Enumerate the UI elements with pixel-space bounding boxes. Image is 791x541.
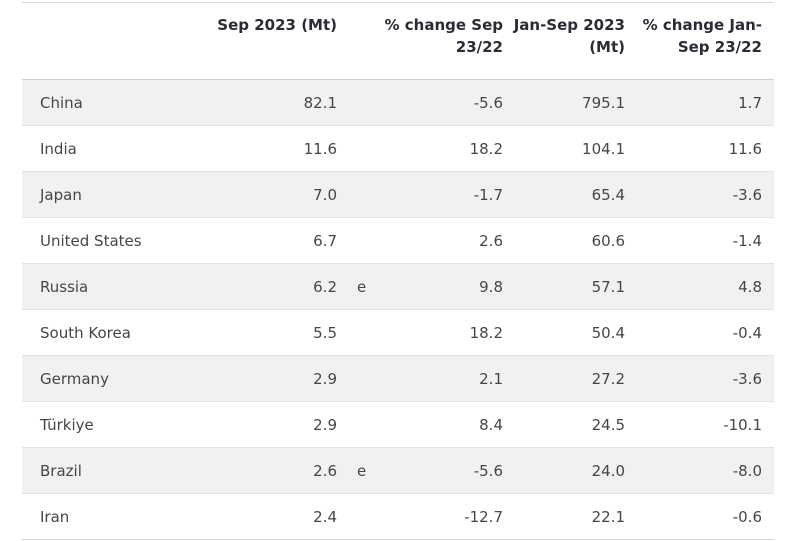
header-jan-sep-2023-mt: Jan-Sep 2023 (Mt) [503,2,625,80]
header-estimate-flag [337,2,373,80]
country-cell: Iran [40,507,70,526]
sep-2023-value-cell: 11.6 [303,139,337,158]
pct-change-jan-sep-cell: 4.8 [738,277,762,296]
pct-change-jan-sep-cell: -8.0 [732,461,762,480]
jan-sep-value-cell: 24.5 [591,415,625,434]
sep-2023-value-cell: 7.0 [313,185,337,204]
sep-2023-value-cell: 6.7 [313,231,337,250]
estimate-flag-cell [337,126,373,172]
pct-change-sep-cell: -1.7 [473,185,503,204]
pct-change-sep-cell: 2.6 [479,231,503,250]
pct-change-sep-cell: -5.6 [473,93,503,112]
table-row: Japan 7.0 -1.7 65.4 -3.6 [22,171,774,218]
country-cell: Japan [40,185,82,204]
sep-2023-value-cell: 82.1 [303,93,337,112]
table-row: Türkiye 2.9 8.4 24.5 -10.1 [22,401,774,448]
sep-2023-value-cell: 2.6 [313,461,337,480]
table-row: Brazil 2.6 e -5.6 24.0 -8.0 [22,447,774,494]
pct-change-jan-sep-cell: 1.7 [738,93,762,112]
jan-sep-value-cell: 50.4 [591,323,625,342]
pct-change-jan-sep-cell: -1.4 [732,231,762,250]
pct-change-jan-sep-cell: -0.4 [732,323,762,342]
pct-change-jan-sep-cell: -10.1 [723,415,762,434]
header-pct-change-jan-sep: % change Jan- Sep 23/22 [625,2,774,80]
pct-change-sep-cell: 18.2 [469,323,503,342]
jan-sep-value-cell: 22.1 [591,507,625,526]
estimate-flag-cell [337,80,373,126]
pct-change-jan-sep-cell: 11.6 [728,139,762,158]
sep-2023-value-cell: 2.9 [313,415,337,434]
jan-sep-value-cell: 57.1 [591,277,625,296]
jan-sep-value-cell: 24.0 [591,461,625,480]
table-row: United States 6.7 2.6 60.6 -1.4 [22,217,774,264]
table-body: China 82.1 -5.6 795.1 1.7 India 11.6 18.… [22,79,774,540]
header-row: Sep 2023 (Mt) % change Sep 23/22 Jan-Sep… [22,2,774,80]
estimate-flag-cell [337,172,373,218]
table-row: Russia 6.2 e 9.8 57.1 4.8 [22,263,774,310]
pct-change-jan-sep-cell: -0.6 [732,507,762,526]
pct-change-sep-cell: 8.4 [479,415,503,434]
pct-change-sep-cell: -5.6 [473,461,503,480]
jan-sep-value-cell: 65.4 [591,185,625,204]
estimate-flag-cell: e [357,461,367,480]
pct-change-sep-cell: 18.2 [469,139,503,158]
jan-sep-value-cell: 60.6 [591,231,625,250]
pct-change-jan-sep-cell: -3.6 [732,185,762,204]
country-cell: Türkiye [40,415,94,434]
header-sep-2023-mt: Sep 2023 (Mt) [212,2,337,80]
jan-sep-value-cell: 27.2 [591,369,625,388]
table-row: China 82.1 -5.6 795.1 1.7 [22,79,774,126]
table-header: Sep 2023 (Mt) % change Sep 23/22 Jan-Sep… [22,2,774,80]
estimate-flag-cell [337,494,373,540]
sep-2023-value-cell: 5.5 [313,323,337,342]
header-country [22,2,212,80]
country-cell: Brazil [40,461,82,480]
pct-change-sep-cell: 9.8 [479,277,503,296]
pct-change-sep-cell: 2.1 [479,369,503,388]
estimate-flag-cell [337,218,373,264]
sep-2023-value-cell: 6.2 [313,277,337,296]
jan-sep-value-cell: 795.1 [582,93,625,112]
sep-2023-value-cell: 2.4 [313,507,337,526]
pct-change-jan-sep-cell: -3.6 [732,369,762,388]
country-cell: South Korea [40,323,131,342]
crude-steel-production-table: Sep 2023 (Mt) % change Sep 23/22 Jan-Sep… [22,2,774,540]
estimate-flag-cell [337,356,373,402]
jan-sep-value-cell: 104.1 [582,139,625,158]
country-cell: Russia [40,277,89,296]
table-row: Germany 2.9 2.1 27.2 -3.6 [22,355,774,402]
country-cell: China [40,93,83,112]
country-cell: India [40,139,77,158]
estimate-flag-cell: e [357,277,367,296]
header-pct-change-sep: % change Sep 23/22 [373,2,503,80]
estimate-flag-cell [337,402,373,448]
table-row: Iran 2.4 -12.7 22.1 -0.6 [22,493,774,540]
sep-2023-value-cell: 2.9 [313,369,337,388]
table-row: India 11.6 18.2 104.1 11.6 [22,125,774,172]
estimate-flag-cell [337,310,373,356]
country-cell: United States [40,231,142,250]
country-cell: Germany [40,369,109,388]
table-row: South Korea 5.5 18.2 50.4 -0.4 [22,309,774,356]
pct-change-sep-cell: -12.7 [464,507,503,526]
